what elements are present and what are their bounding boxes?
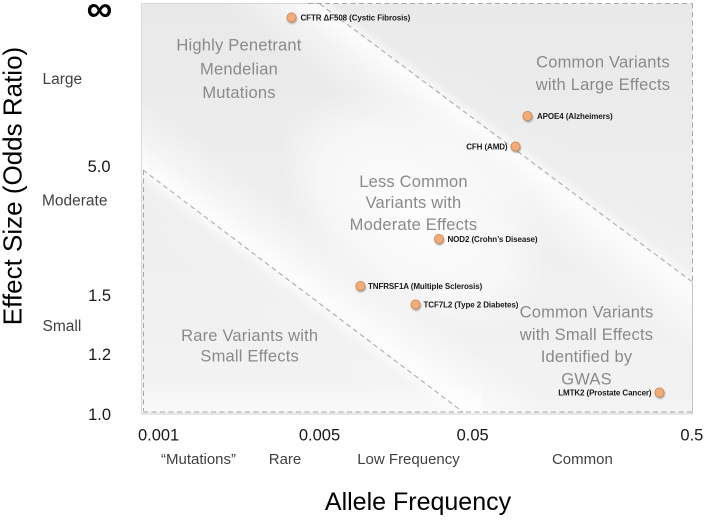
- svg-text:with Small Effects: with Small Effects: [519, 326, 654, 344]
- svg-text:Rare Variants with: Rare Variants with: [181, 327, 318, 345]
- svg-text:Low Frequency: Low Frequency: [357, 451, 460, 468]
- svg-text:TNFRSF1A (Multiple Sclerosis): TNFRSF1A (Multiple Sclerosis): [368, 282, 483, 291]
- svg-text:with Large Effects: with Large Effects: [535, 76, 670, 94]
- svg-text:Common Variants: Common Variants: [536, 53, 670, 71]
- svg-text:Small: Small: [43, 318, 82, 335]
- svg-text:Mutations: Mutations: [202, 84, 275, 102]
- svg-text:0.001: 0.001: [138, 426, 179, 444]
- svg-text:0.005: 0.005: [299, 426, 340, 444]
- svg-text:Moderate: Moderate: [42, 193, 107, 210]
- svg-text:∞: ∞: [87, 0, 113, 29]
- svg-text:Moderate Effects: Moderate Effects: [350, 216, 478, 234]
- svg-text:Small Effects: Small Effects: [200, 348, 299, 366]
- svg-text:CFTR ΔF508 (Cystic Fibrosis): CFTR ΔF508 (Cystic Fibrosis): [301, 13, 411, 22]
- svg-text:LMTK2 (Prostate Cancer): LMTK2 (Prostate Cancer): [558, 388, 652, 397]
- svg-text:NOD2 (Crohn’s Disease): NOD2 (Crohn’s Disease): [448, 235, 538, 244]
- svg-text:Allele Frequency: Allele Frequency: [325, 488, 512, 516]
- svg-text:Variants with: Variants with: [366, 194, 462, 212]
- svg-text:Identified by: Identified by: [541, 348, 633, 366]
- svg-text:Common: Common: [552, 451, 613, 468]
- svg-text:Rare: Rare: [269, 451, 302, 468]
- svg-text:0.05: 0.05: [457, 426, 489, 444]
- svg-text:5.0: 5.0: [88, 158, 111, 176]
- svg-text:Less Common: Less Common: [359, 173, 468, 191]
- svg-text:Large: Large: [43, 71, 83, 88]
- svg-text:TCF7L2 (Type 2 Diabetes): TCF7L2 (Type 2 Diabetes): [424, 300, 519, 309]
- svg-text:Highly Penetrant: Highly Penetrant: [176, 36, 301, 54]
- svg-text:1.5: 1.5: [88, 287, 111, 305]
- svg-text:Common Variants: Common Variants: [520, 303, 654, 321]
- svg-text:1.2: 1.2: [88, 346, 111, 364]
- svg-text:Mendelian: Mendelian: [200, 60, 278, 78]
- svg-text:Effect Size (Odds Ratio): Effect Size (Odds Ratio): [0, 47, 28, 325]
- svg-text:APOE4 (Alzheimers): APOE4 (Alzheimers): [537, 112, 613, 121]
- svg-text:CFH (AMD): CFH (AMD): [466, 142, 508, 151]
- svg-text:“Mutations”: “Mutations”: [161, 451, 236, 468]
- svg-text:GWAS: GWAS: [561, 370, 612, 388]
- svg-text:1.0: 1.0: [88, 406, 111, 424]
- svg-text:0.5: 0.5: [680, 426, 703, 444]
